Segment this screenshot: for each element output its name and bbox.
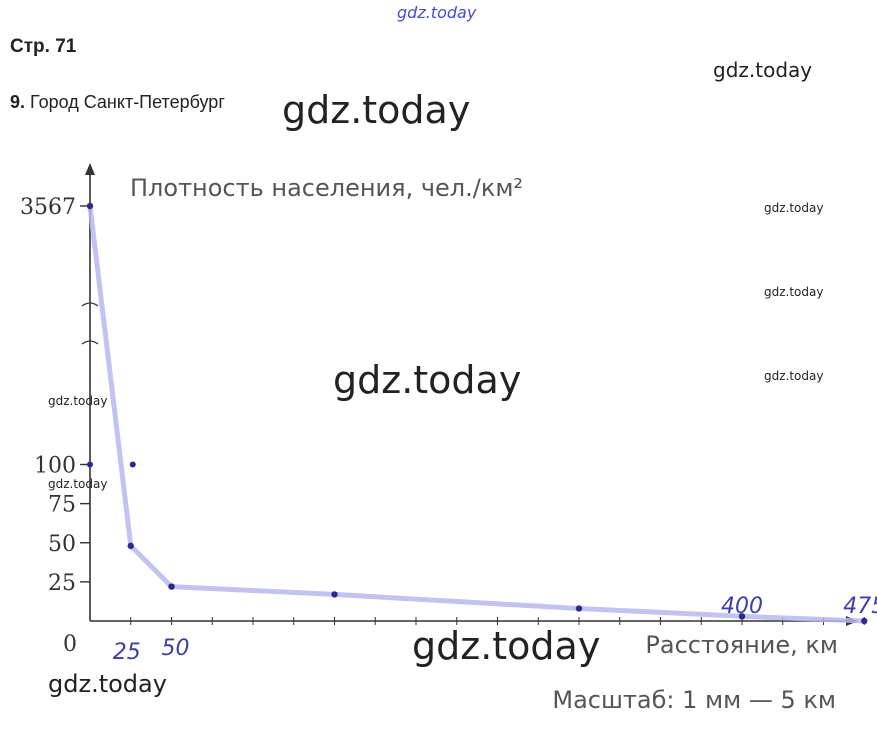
x-marker: [129, 461, 136, 468]
y-tick-label: 75: [48, 493, 76, 518]
task-number: 9.: [10, 92, 26, 112]
watermark: gdz.today: [764, 201, 824, 215]
x-tick-label: 475: [843, 594, 877, 619]
y-marker: [87, 461, 93, 468]
axis-break-mark: [81, 302, 99, 307]
y-tick-label: 50: [48, 532, 76, 557]
chart-title: Плотность населения, чел./км²: [130, 174, 523, 202]
data-point: [127, 542, 134, 550]
watermark-top: gdz.today: [397, 3, 477, 22]
x-axis-label: Расстояние, км: [645, 631, 838, 659]
series-line: [87, 203, 867, 624]
page-ref: Стр. 71: [10, 36, 77, 57]
data-point: [86, 202, 94, 210]
y-tick-label: 100: [34, 454, 76, 479]
y-tick-label: 3567: [20, 195, 76, 220]
watermark: gdz.today: [412, 624, 601, 668]
task-title: Город Санкт-Петербург: [30, 92, 225, 112]
watermark: gdz.today: [48, 394, 108, 408]
data-point: [168, 583, 175, 590]
y-tick-label: 25: [48, 571, 76, 596]
watermark: gdz.today: [282, 88, 471, 132]
y-axis-arrow: [85, 163, 95, 175]
data-point: [861, 617, 868, 625]
watermark: gdz.today: [48, 670, 167, 698]
watermark: gdz.today: [764, 285, 824, 299]
watermark: gdz.today: [48, 477, 108, 491]
origin-label: 0: [63, 632, 77, 657]
x-tick-label: 50: [162, 636, 190, 661]
data-point: [575, 605, 583, 612]
watermark: gdz.today: [713, 58, 813, 82]
data-point: [738, 613, 746, 620]
watermark: gdz.today: [333, 358, 522, 402]
watermark: gdz.today: [764, 369, 824, 383]
x-tick-label: 25: [113, 640, 141, 665]
data-point: [331, 591, 338, 598]
task-heading: 9. Город Санкт-Петербург: [10, 92, 225, 113]
scale-note: Масштаб: 1 мм — 5 км: [552, 686, 836, 714]
axis-break-mark: [81, 340, 99, 345]
